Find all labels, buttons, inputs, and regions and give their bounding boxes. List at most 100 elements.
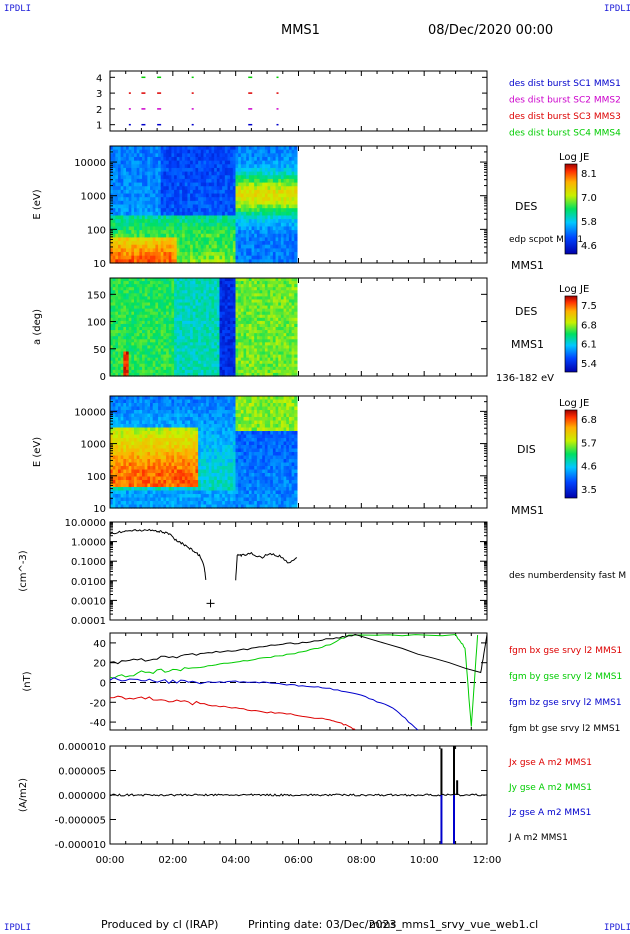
- des-energy-panel-cell: [216, 255, 221, 260]
- des-energy-panel-cell: [294, 149, 298, 154]
- des-energy-panel-cell: [216, 204, 221, 209]
- des-energy-panel-cell: [147, 248, 151, 253]
- des-energy-panel-cell: [150, 197, 154, 202]
- des-energy-panel-cell: [187, 164, 191, 169]
- des-energy-panel-cell: [174, 248, 178, 253]
- des-energy-panel-cell: [118, 193, 122, 198]
- des-energy-panel-cell: [139, 182, 143, 187]
- des-energy-panel-cell: [227, 189, 231, 195]
- des-energy-panel-cell: [216, 252, 221, 257]
- des-energy-panel-cell: [126, 197, 130, 202]
- des-energy-panel-cell: [110, 178, 114, 184]
- des-energy-panel-cell: [115, 189, 119, 195]
- des-energy-panel-cell: [144, 222, 148, 228]
- des-energy-panel-cell: [230, 171, 234, 176]
- des-energy-panel-cell: [182, 208, 186, 213]
- des-energy-panel-cell: [184, 149, 189, 154]
- des-energy-panel-cell: [182, 160, 186, 165]
- des-energy-panel-cell: [123, 153, 127, 158]
- des-energy-panel-cell: [134, 230, 138, 235]
- des-energy-panel-cell: [158, 200, 162, 206]
- des-energy-panel-cell: [168, 211, 173, 217]
- des-energy-panel-cell: [136, 182, 140, 187]
- des-energy-panel-cell: [110, 164, 114, 169]
- des-energy-panel-cell: [163, 230, 167, 235]
- des-energy-panel-cell: [184, 182, 189, 187]
- des-energy-panel-cell: [174, 215, 178, 220]
- des-energy-panel-cell: [134, 146, 138, 151]
- des-energy-panel-cell: [182, 149, 186, 154]
- des-energy-panel-cell: [195, 156, 199, 162]
- des-energy-panel-cell: [147, 259, 151, 264]
- des-energy-panel-cell: [198, 149, 202, 154]
- des-energy-panel-cell: [294, 197, 298, 202]
- des-energy-panel-cell: [179, 175, 183, 180]
- des-energy-panel-cell: [230, 197, 234, 202]
- des-energy-panel-cell: [179, 215, 183, 220]
- des-energy-panel-cell: [222, 204, 226, 209]
- des-pitch-ytick-label: 150: [87, 290, 106, 301]
- des-energy-panel-cell: [208, 204, 213, 209]
- des-energy-panel-cell: [232, 164, 237, 169]
- des-energy-panel-cell: [168, 175, 173, 180]
- des-energy-panel-cell: [294, 193, 298, 198]
- des-energy-panel-cell: [192, 149, 197, 154]
- des-energy-panel-cell: [160, 233, 165, 239]
- des-energy-panel-cell: [203, 237, 207, 242]
- des-energy-panel-cell: [144, 255, 148, 260]
- des-energy-panel-cell: [163, 237, 167, 242]
- des-energy-panel-cell: [179, 146, 183, 151]
- des-energy-panel-cell: [115, 230, 119, 235]
- des-energy-panel-cell: [118, 171, 122, 176]
- des-energy-panel-cell: [134, 222, 138, 228]
- des-energy-panel-cell: [144, 175, 148, 180]
- des-energy-panel-cell: [131, 197, 135, 202]
- des-energy-panel-cell: [206, 252, 210, 257]
- des-energy-panel-cell: [168, 167, 173, 173]
- des-energy-panel-cell: [214, 178, 218, 184]
- des-energy-panel-cell: [134, 193, 138, 198]
- des-energy-panel-cell: [128, 252, 132, 257]
- des-energy-panel-cell: [163, 208, 167, 213]
- des-energy-panel-cell: [166, 164, 170, 169]
- des-energy-panel-cell: [176, 149, 181, 154]
- des-energy-panel-cell: [182, 215, 186, 220]
- des-energy-panel-cell: [110, 222, 114, 228]
- des-energy-panel-cell: [208, 241, 213, 246]
- des-energy-panel-cell: [118, 175, 122, 180]
- des-energy-panel-cell: [112, 167, 116, 173]
- des-energy-panel-cell: [216, 178, 221, 184]
- des-energy-panel-cell: [174, 178, 178, 184]
- des-energy-panel-cell: [155, 197, 159, 202]
- des-energy-panel-cell: [147, 211, 151, 217]
- des-energy-panel-cell: [136, 252, 140, 257]
- des-energy-panel-cell: [187, 146, 191, 151]
- des-energy-panel-cell: [184, 211, 189, 217]
- des-energy-panel-cell: [155, 149, 159, 154]
- des-energy-panel-cell: [182, 189, 186, 195]
- des-energy-panel-cell: [176, 193, 181, 198]
- des-energy-panel-cell: [187, 226, 191, 231]
- des-energy-panel-cell: [192, 226, 197, 231]
- des-energy-panel-cell: [115, 255, 119, 260]
- des-energy-panel-cell: [294, 189, 298, 195]
- des-energy-panel-cell: [166, 230, 170, 235]
- des-energy-panel-cell: [123, 156, 127, 162]
- des-energy-panel-cell: [187, 259, 191, 264]
- des-energy-panel-cell: [123, 215, 127, 220]
- des-energy-panel-cell: [216, 149, 221, 154]
- des-energy-panel-cell: [166, 189, 170, 195]
- des-energy-panel-cell: [214, 233, 218, 239]
- des-energy-panel-cell: [168, 160, 173, 165]
- des-energy-panel-cell: [115, 204, 119, 209]
- des-energy-panel-cell: [294, 204, 298, 209]
- des-energy-panel-cell: [200, 208, 205, 213]
- des-energy-panel-cell: [294, 255, 298, 260]
- des-energy-panel-cell: [211, 164, 215, 169]
- des-energy-panel-cell: [139, 241, 143, 246]
- des-energy-panel-cell: [176, 241, 181, 246]
- des-energy-panel-cell: [136, 215, 140, 220]
- des-energy-panel-cell: [115, 167, 119, 173]
- des-energy-panel-cell: [131, 175, 135, 180]
- des-energy-panel-cell: [214, 146, 218, 151]
